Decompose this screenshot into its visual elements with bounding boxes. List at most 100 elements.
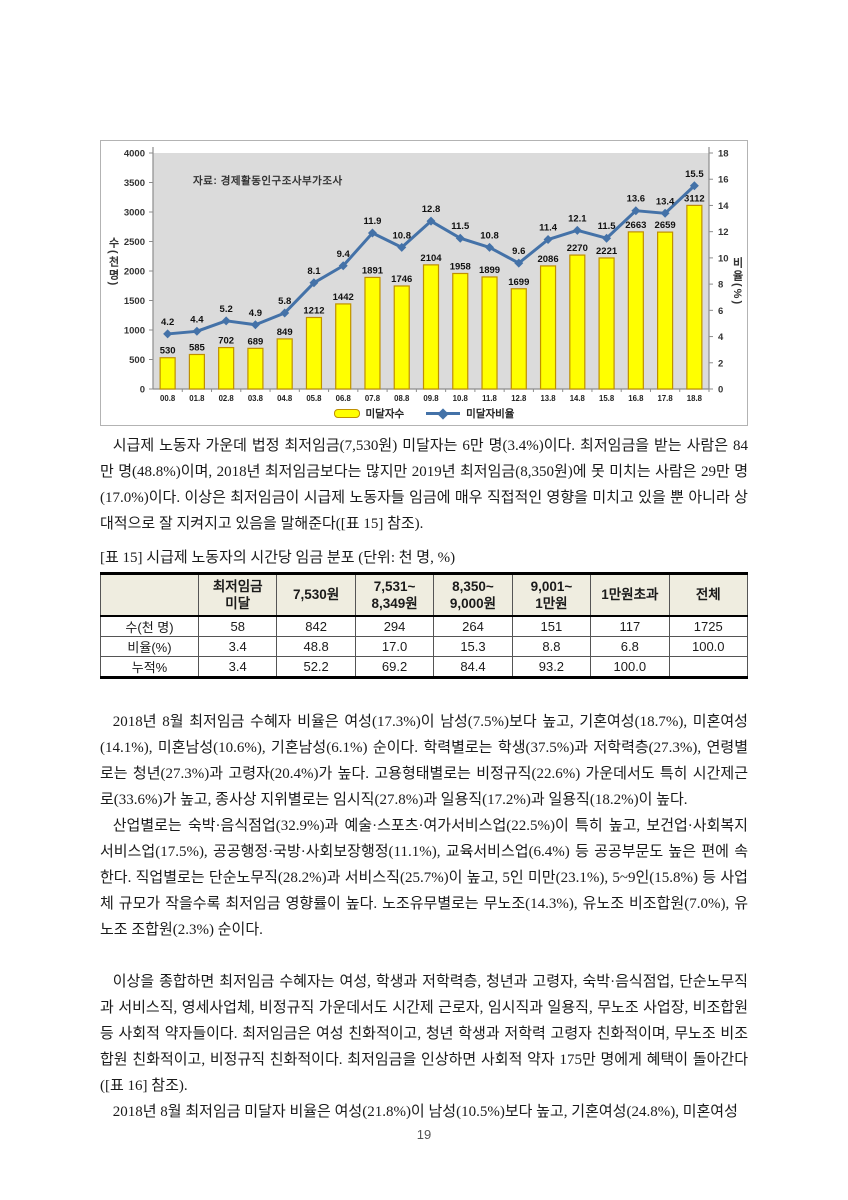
bar (510, 288, 527, 390)
col-header-8350-9000: 8,350~ 9,000원 (433, 573, 513, 616)
svg-text:15.5: 15.5 (685, 169, 704, 180)
svg-text:18.8: 18.8 (687, 394, 703, 403)
svg-text:14: 14 (718, 201, 729, 212)
table-row-ratio: 비율(%) 3.4 48.8 17.0 15.3 8.8 6.8 100.0 (100, 635, 749, 657)
svg-text:12.8: 12.8 (422, 204, 441, 215)
cell: 117 (590, 615, 670, 637)
svg-text:9.6: 9.6 (512, 246, 525, 257)
svg-text:1000: 1000 (124, 326, 145, 337)
bar (569, 254, 586, 390)
cell: 17.0 (354, 635, 435, 657)
cell: 3.4 (197, 635, 278, 657)
svg-text:16.8: 16.8 (628, 394, 644, 403)
bar (686, 204, 703, 390)
svg-text:3112: 3112 (684, 193, 705, 204)
line-marker (280, 308, 290, 318)
chart-source-note: 자료: 경제활동인구조사부가조사 (193, 175, 343, 187)
line-swatch-icon (426, 407, 461, 420)
col-header-below-min: 최저임금 미달 (197, 573, 278, 616)
cell: 52.2 (276, 655, 356, 678)
svg-text:03.8: 03.8 (248, 394, 264, 403)
svg-text:530: 530 (160, 346, 176, 357)
cell: 294 (354, 615, 435, 637)
bar (539, 265, 557, 390)
bar (305, 316, 323, 390)
svg-text:17.8: 17.8 (658, 394, 674, 403)
svg-text:10.8: 10.8 (392, 230, 411, 241)
table-row-count: 수(천 명) 58 842 294 264 151 117 1725 (100, 615, 749, 637)
svg-text:10: 10 (718, 253, 729, 264)
svg-text:18: 18 (718, 149, 729, 160)
cell: 3.4 (197, 655, 278, 678)
line-marker (602, 233, 612, 243)
line-marker (309, 278, 319, 288)
line-marker (514, 258, 524, 268)
cell: 48.8 (276, 635, 356, 657)
line-marker (192, 326, 202, 336)
line-marker (367, 228, 377, 238)
col-header-9001-10000: 9,001~ 1만원 (511, 573, 592, 616)
svg-text:689: 689 (247, 336, 263, 347)
svg-text:2500: 2500 (124, 237, 145, 248)
table-row-cumulative: 누적% 3.4 52.2 69.2 84.4 93.2 100.0 (100, 655, 749, 678)
svg-text:4.9: 4.9 (249, 308, 262, 319)
right-axis-title: 비율(%) (731, 257, 743, 307)
legend-bar-label: 미달자수 (365, 408, 405, 420)
cell: 151 (511, 615, 592, 637)
bar (481, 276, 498, 390)
cell: 264 (433, 615, 513, 637)
svg-text:4.4: 4.4 (190, 314, 204, 325)
chart-legend: 미달자수 미달자비율 (101, 406, 747, 421)
chart-canvas: 0 500 1000 1500 2000 2500 3000 3500 4000 0 2 4 6 8 10 1… (124, 147, 729, 403)
table-caption: [표 15] 시급제 노동자의 시간당 임금 분포 (단위: 천 명, %) (100, 550, 456, 566)
svg-text:09.8: 09.8 (423, 394, 439, 403)
svg-text:0: 0 (140, 385, 145, 396)
svg-text:13.4: 13.4 (656, 196, 675, 207)
cell: 93.2 (511, 655, 592, 678)
svg-text:8: 8 (718, 280, 723, 291)
bar-swatch-icon (333, 409, 360, 418)
svg-text:2086: 2086 (537, 254, 558, 265)
left-axis-title: 수(천명) (107, 237, 119, 288)
bar-series: 530 585 702 689 849 1212 1442 1891 1746 2104 1958 1… (159, 193, 705, 390)
svg-text:702: 702 (218, 336, 234, 347)
svg-text:500: 500 (129, 355, 145, 366)
svg-text:849: 849 (277, 327, 293, 338)
svg-text:2221: 2221 (596, 246, 618, 257)
svg-text:2270: 2270 (567, 243, 588, 254)
minimum-wage-chart: 0 500 1000 1500 2000 2500 3000 3500 4000 0 2 4 6 8 10 1… (100, 140, 748, 426)
legend-line-label: 미달자비율 (466, 408, 515, 420)
svg-text:3000: 3000 (124, 208, 145, 219)
svg-text:11.4: 11.4 (539, 223, 558, 234)
line-marker (572, 225, 582, 235)
svg-text:14.8: 14.8 (570, 394, 586, 403)
cell: 15.3 (433, 635, 513, 657)
svg-text:9.4: 9.4 (337, 249, 351, 260)
cell: 100.0 (668, 635, 749, 657)
paragraph-summary: 이상을 종합하면 최저임금 수혜자는 여성, 학생과 저학력층, 청년과 고령자… (100, 973, 748, 1094)
cell (668, 655, 749, 678)
svg-text:3500: 3500 (124, 178, 145, 189)
paragraph-beneficiary-demographics: 2018년 8월 최저임금 수혜자 비율은 여성(17.3%)이 남성(7.5%… (100, 713, 748, 808)
svg-text:4: 4 (718, 332, 724, 343)
line-marker (397, 242, 407, 252)
bar (188, 353, 205, 390)
paragraph-wage-compliance: 시급제 노동자 가운데 법정 최저임금(7,530원) 미달자는 6만 명(3.… (100, 438, 748, 532)
svg-text:2: 2 (718, 358, 723, 369)
svg-text:0: 0 (718, 385, 723, 396)
line-marker (163, 329, 173, 339)
line-marker (485, 242, 495, 252)
bar (247, 347, 264, 390)
cell: 84.4 (433, 655, 513, 678)
page-number: 19 (416, 1127, 432, 1142)
svg-text:07.8: 07.8 (365, 394, 381, 403)
col-header-7530: 7,530원 (276, 573, 356, 616)
cell: 100.0 (590, 655, 670, 678)
line-marker (221, 316, 231, 326)
bar (364, 276, 381, 390)
bar (218, 346, 235, 390)
svg-text:11.9: 11.9 (363, 216, 381, 227)
svg-text:5.8: 5.8 (278, 296, 291, 307)
table-header-row: 최저임금 미달 7,530원 7,531~ 8,349원 8,350~ 9,00… (100, 573, 749, 616)
svg-text:1500: 1500 (124, 296, 145, 307)
